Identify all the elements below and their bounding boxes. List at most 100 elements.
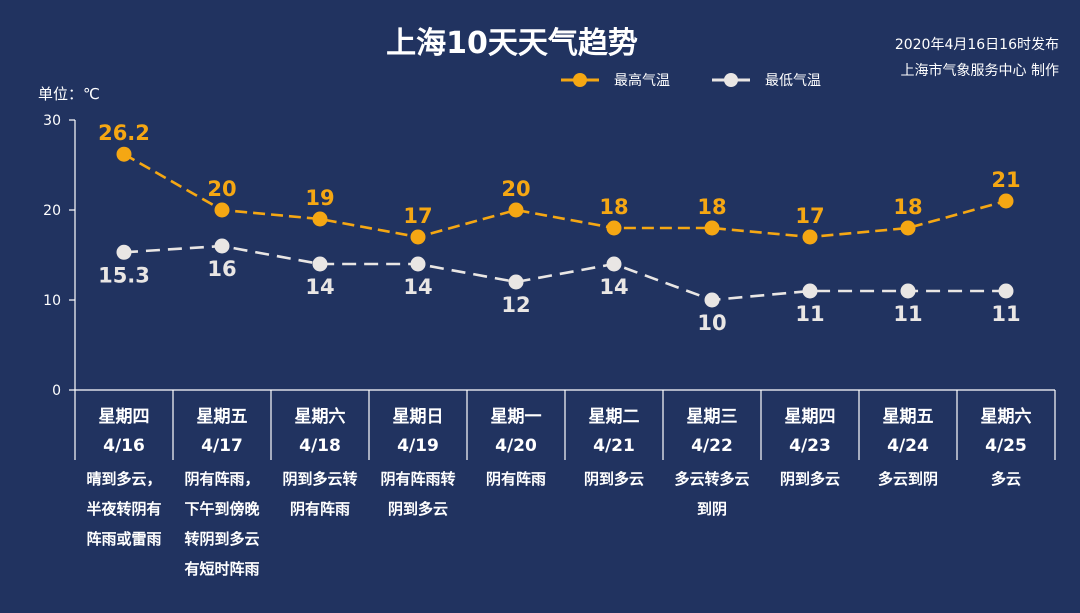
weekday-label: 星期六 — [295, 406, 346, 427]
chart-title: 上海10天天气趋势 — [386, 26, 638, 61]
date-label: 4/20 — [495, 436, 537, 456]
series-lines — [116, 146, 1014, 308]
series-line-low — [123, 244, 1006, 302]
data-label-low: 16 — [207, 257, 236, 281]
publisher: 上海市气象服务中心 制作 — [901, 62, 1059, 79]
data-point-high[interactable] — [998, 193, 1014, 209]
data-point-low[interactable] — [704, 292, 720, 308]
data-label-high: 21 — [991, 168, 1020, 192]
data-label-high: 17 — [795, 204, 824, 228]
weather-description: 阴有阵雨 — [486, 470, 546, 488]
data-label-low: 11 — [893, 302, 922, 326]
weather-description: 有短时阵雨 — [184, 560, 259, 578]
data-point-high[interactable] — [312, 211, 328, 227]
weekday-label: 星期五 — [883, 407, 934, 427]
data-point-high[interactable] — [802, 229, 818, 245]
date-label: 4/18 — [299, 436, 341, 456]
data-point-low[interactable] — [410, 256, 426, 272]
data-label-low: 14 — [305, 275, 334, 299]
date-label: 4/23 — [789, 436, 831, 456]
weekday-label: 星期四 — [785, 407, 836, 427]
weekday-label: 星期三 — [687, 407, 738, 427]
weekday-label: 星期四 — [99, 407, 150, 427]
series-line-high — [123, 153, 1007, 239]
weather-description: 多云到阴 — [878, 470, 938, 488]
legend-low-label: 最低气温 — [765, 73, 821, 89]
weather-description: 多云转多云 — [674, 470, 749, 488]
weather-description: 阴到多云 — [780, 470, 840, 488]
legend-item-low[interactable]: 最低气温 — [712, 73, 821, 89]
data-label-low: 10 — [697, 311, 726, 335]
weather-description: 阴到多云 — [584, 470, 644, 488]
data-point-low[interactable] — [214, 238, 230, 254]
weather-description: 阴到多云转 — [282, 470, 357, 488]
weather-description: 晴到多云， — [86, 470, 161, 488]
data-label-low: 11 — [795, 302, 824, 326]
weather-description: 到阴 — [697, 500, 727, 518]
data-label-low: 14 — [599, 275, 628, 299]
data-label-high: 26.2 — [98, 121, 150, 145]
data-point-high[interactable] — [508, 202, 524, 218]
data-point-low[interactable] — [312, 256, 328, 272]
data-point-low[interactable] — [508, 274, 524, 290]
unit-label: 单位：℃ — [38, 85, 100, 103]
date-label: 4/16 — [103, 436, 145, 456]
data-label-high: 20 — [501, 177, 530, 201]
data-point-high[interactable] — [116, 146, 132, 162]
weather-description: 下午到傍晚 — [184, 500, 259, 518]
data-label-high: 17 — [403, 204, 432, 228]
data-point-high[interactable] — [214, 202, 230, 218]
data-labels: 26.2 20 19 17 20 18 18 17 18 21 15.3 16 14 14 12 14 10 11… — [98, 121, 1021, 335]
weather-description: 阴到多云 — [388, 500, 448, 518]
weather-description: 阴有阵雨， — [184, 470, 259, 488]
weekday-label: 星期二 — [589, 407, 640, 427]
date-label: 4/17 — [201, 436, 243, 456]
weekday-label: 星期六 — [981, 406, 1032, 427]
y-tick-label: 20 — [43, 203, 61, 219]
weather-description: 转阴到多云 — [184, 530, 259, 548]
data-point-high[interactable] — [704, 220, 720, 236]
weekday-label: 星期日 — [393, 407, 444, 427]
legend-item-high[interactable]: 最高气温 — [561, 72, 670, 89]
weekday-label: 星期一 — [491, 407, 542, 427]
weather-description: 阴有阵雨转 — [380, 470, 455, 488]
date-label: 4/24 — [887, 436, 929, 456]
data-label-low: 11 — [991, 302, 1020, 326]
legend-high-label: 最高气温 — [614, 72, 670, 89]
data-label-high: 19 — [305, 186, 334, 210]
data-label-low: 12 — [501, 293, 530, 317]
weather-description: 阴有阵雨 — [290, 500, 350, 518]
weather-description: 多云 — [991, 470, 1021, 488]
data-point-low[interactable] — [998, 283, 1014, 299]
data-point-high[interactable] — [900, 220, 916, 236]
y-tick-label: 0 — [52, 383, 61, 399]
data-point-low[interactable] — [116, 244, 132, 260]
legend-low-marker — [724, 73, 738, 87]
date-label: 4/25 — [985, 436, 1027, 456]
date-label: 4/22 — [691, 436, 733, 456]
data-label-high: 18 — [599, 195, 628, 219]
data-point-low[interactable] — [900, 283, 916, 299]
y-tick-label: 10 — [43, 293, 61, 309]
data-label-high: 20 — [207, 177, 236, 201]
y-axis: 0 10 20 30 — [43, 113, 76, 399]
data-point-low[interactable] — [606, 256, 622, 272]
weather-description: 阵雨或雷雨 — [86, 530, 161, 548]
weekday-label: 星期五 — [197, 407, 248, 427]
data-point-high[interactable] — [606, 220, 622, 236]
publish-time: 2020年4月16日16时发布 — [895, 37, 1059, 53]
date-label: 4/19 — [397, 436, 439, 456]
data-label-low: 14 — [403, 275, 432, 299]
y-tick-label: 30 — [43, 113, 61, 129]
date-label: 4/21 — [593, 436, 635, 456]
weather-description: 半夜转阴有 — [86, 500, 161, 518]
data-label-high: 18 — [893, 195, 922, 219]
data-point-low[interactable] — [802, 283, 818, 299]
data-point-high[interactable] — [410, 229, 426, 245]
legend-high-marker — [573, 73, 587, 87]
data-label-high: 18 — [697, 195, 726, 219]
data-label-low: 15.3 — [98, 263, 150, 287]
legend: 最高气温 最低气温 — [561, 72, 821, 89]
